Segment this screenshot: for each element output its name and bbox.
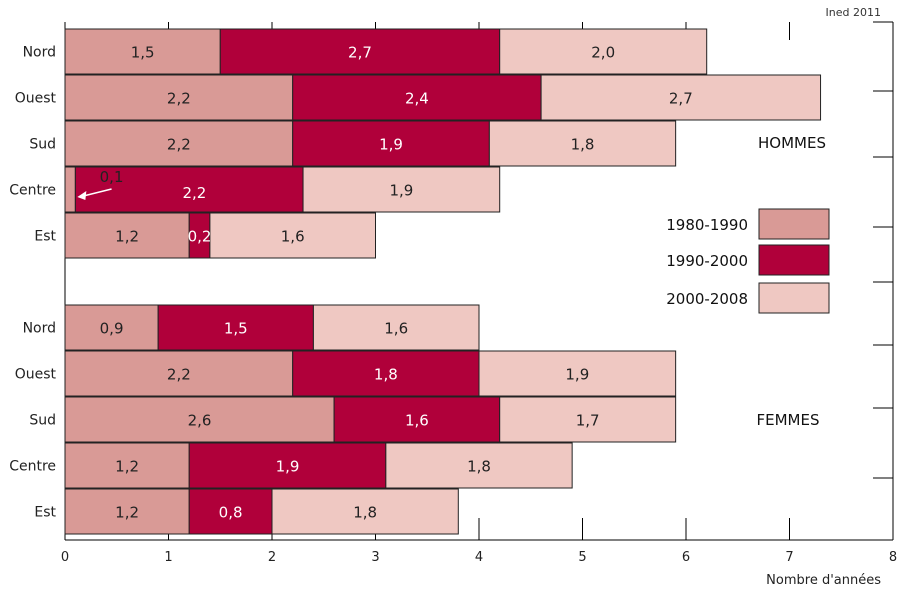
- data-label: 0,2: [188, 228, 212, 246]
- data-label: 1,8: [467, 458, 491, 476]
- bar-segment: [292, 74, 542, 121]
- legend-swatch: [758, 208, 830, 240]
- legend-label: 1980-1990: [666, 216, 748, 234]
- data-labels: 1,5 2,7 2,0 2,2 2,4 2,7 2,2 1,9 1,8 0,1 2,2 1,9 1,2 0…: [100, 44, 693, 522]
- bars: [64, 28, 822, 535]
- data-label: 1,6: [281, 228, 305, 246]
- data-label: 1,5: [224, 320, 248, 338]
- x-tick-label: 6: [682, 550, 690, 565]
- x-tick-label: 2: [268, 550, 276, 565]
- bar-segment: [74, 166, 304, 213]
- bar-segment: [333, 396, 501, 443]
- data-label: 1,2: [115, 458, 139, 476]
- data-label: 1,9: [276, 458, 300, 476]
- bar-segment: [64, 166, 76, 213]
- category-label: Sud: [29, 137, 56, 153]
- legend-label: 1990-2000: [666, 252, 748, 270]
- group-title-hommes: HOMMES: [758, 134, 826, 152]
- annotation: [77, 188, 112, 200]
- data-label: 2,6: [188, 412, 212, 430]
- bar-segment: [292, 120, 490, 167]
- x-tick-label: 4: [475, 550, 483, 565]
- x-tick-label: 1: [164, 550, 172, 565]
- bar-segment: [64, 212, 190, 259]
- data-label: 1,6: [384, 320, 408, 338]
- bar-segment: [64, 74, 294, 121]
- annotation-arrow-head: [77, 191, 87, 200]
- bar-segment: [64, 350, 294, 397]
- bar-segment: [385, 442, 573, 489]
- bar-segment: [157, 304, 314, 351]
- category-label: Ouest: [15, 367, 57, 383]
- category-label: Est: [34, 229, 56, 245]
- legend-swatch: [758, 282, 830, 314]
- legend-label: 2000-2008: [666, 290, 748, 308]
- x-axis-label: Nombre d'années: [766, 573, 881, 588]
- data-label: 1,7: [576, 412, 600, 430]
- bar-segment: [312, 304, 480, 351]
- data-label: 1,2: [115, 504, 139, 522]
- data-label: 1,6: [405, 412, 429, 430]
- category-label: Nord: [23, 321, 56, 337]
- category-label: Est: [34, 505, 56, 521]
- bar-segment: [499, 28, 708, 75]
- data-label: 1,2: [115, 228, 139, 246]
- bar-segment: [478, 350, 677, 397]
- bar-segment: [188, 488, 273, 535]
- group-title-femmes: FEMMES: [757, 411, 820, 429]
- data-label: 1,9: [389, 182, 413, 200]
- category-label: Sud: [29, 413, 56, 429]
- x-tick-label: 5: [578, 550, 586, 565]
- legend: 1980-1990 1990-2000 2000-2008: [666, 208, 830, 314]
- data-label: 1,9: [565, 366, 589, 384]
- data-label: 2,2: [182, 184, 206, 202]
- bar-segment: [302, 166, 501, 213]
- bar-segment: [64, 488, 190, 535]
- data-label: 1,5: [131, 44, 155, 62]
- data-label: 2,0: [591, 44, 615, 62]
- category-label: Ouest: [15, 91, 57, 107]
- x-tick-label: 0: [61, 550, 69, 565]
- bar-segment: [271, 488, 459, 535]
- data-label: 2,2: [167, 90, 191, 108]
- data-label: 2,4: [405, 90, 429, 108]
- bar-segment: [64, 304, 159, 351]
- group-titles: HOMMES FEMMES: [757, 134, 826, 429]
- category-labels: Nord Ouest Sud Centre Est Nord Ouest Sud Centre E…: [9, 45, 56, 521]
- data-label: 1,8: [571, 136, 595, 154]
- source-credit: Ined 2011: [826, 6, 881, 19]
- x-tick-label: 7: [785, 550, 793, 565]
- x-tick-label: 3: [371, 550, 379, 565]
- category-label: Centre: [9, 459, 56, 475]
- legend-swatch: [758, 244, 830, 276]
- bar-segment: [64, 120, 294, 167]
- data-label: 1,9: [379, 136, 403, 154]
- bar-segment: [209, 212, 376, 259]
- data-label: 0,8: [219, 504, 243, 522]
- data-label: 2,2: [167, 136, 191, 154]
- x-tick-label: 8: [889, 550, 897, 565]
- data-label: 1,8: [353, 504, 377, 522]
- data-label: 1,8: [374, 366, 398, 384]
- bar-segment: [64, 396, 335, 443]
- bar-segment: [64, 442, 190, 489]
- category-label: Centre: [9, 183, 56, 199]
- category-label: Nord: [23, 45, 56, 61]
- bar-segment: [488, 120, 677, 167]
- data-label: 0,9: [100, 320, 124, 338]
- bar-segment: [540, 74, 822, 121]
- data-label: 2,2: [167, 366, 191, 384]
- bar-segment: [499, 396, 677, 443]
- data-label: 0,1: [100, 168, 124, 186]
- data-label: 2,7: [348, 44, 372, 62]
- data-label: 2,7: [669, 90, 693, 108]
